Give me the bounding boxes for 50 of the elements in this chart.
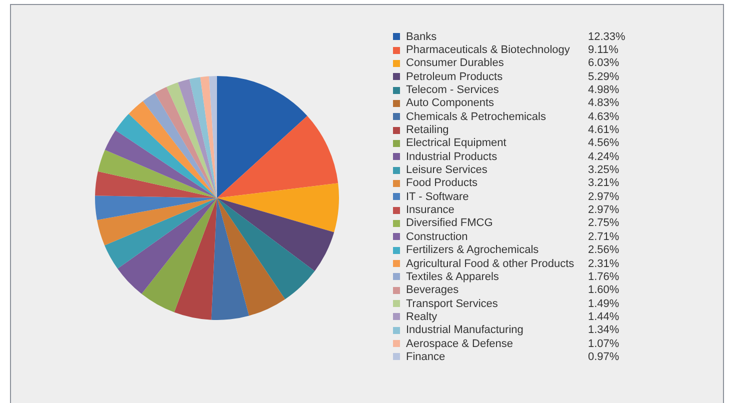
- legend-label: Pharmaceuticals & Biotechnology: [406, 44, 571, 56]
- legend-label: Aerospace & Defense: [406, 338, 514, 350]
- legend-label: Consumer Durables: [406, 57, 505, 70]
- data-label: 6.03%: [588, 57, 620, 70]
- data-label: 2.97%: [588, 190, 620, 203]
- data-label: 4.98%: [588, 84, 620, 96]
- data-label: 4.24%: [588, 150, 620, 163]
- data-label: 4.83%: [588, 97, 620, 110]
- data-label: 9.11%: [588, 44, 618, 56]
- legend-label: Transport Services: [406, 298, 499, 310]
- legend-label: Agricultural Food & other Products: [406, 258, 576, 270]
- data-label: 1.44%: [588, 310, 620, 323]
- legend-label: Diversified FMCG: [406, 217, 494, 230]
- legend-label: Finance: [406, 350, 446, 363]
- legend-label: Auto Components: [406, 97, 496, 110]
- data-label: 12.33%: [588, 30, 626, 43]
- legend-label: Telecom - Services: [406, 84, 500, 96]
- data-label: 1.76%: [588, 270, 620, 283]
- data-label: 2.56%: [588, 244, 620, 256]
- legend-label: Industrial Products: [406, 150, 498, 163]
- legend-label: Leisure Services: [406, 164, 488, 176]
- data-label: 2.97%: [588, 204, 620, 216]
- data-label: 5.29%: [588, 70, 620, 83]
- legend-label: Insurance: [406, 204, 456, 216]
- legend-label: Food Products: [406, 177, 479, 190]
- data-label: 1.60%: [588, 284, 620, 296]
- data-label: 4.63%: [588, 110, 620, 123]
- legend-label: Fertilizers & Agrochemicals: [406, 244, 540, 256]
- legend-label: Retailing: [406, 124, 450, 136]
- legend-label: Realty: [406, 310, 438, 323]
- legend-label: Textiles & Apparels: [406, 270, 500, 283]
- data-label: 2.31%: [588, 258, 620, 270]
- data-label: 1.34%: [588, 324, 620, 336]
- data-label: 3.21%: [588, 177, 620, 190]
- legend-label: Banks: [406, 30, 438, 43]
- data-label: 3.25%: [588, 164, 620, 176]
- legend-label: IT - Software: [406, 190, 470, 203]
- legend-label: Industrial Manufacturing: [406, 324, 524, 336]
- data-label: 0.97%: [588, 350, 620, 363]
- legend-label: Construction: [406, 230, 469, 243]
- data-label: 2.75%: [588, 217, 620, 230]
- data-label: 2.71%: [588, 230, 620, 243]
- data-label: 1.49%: [588, 298, 620, 310]
- legend-label: Electrical Equipment: [406, 137, 508, 150]
- data-label: 4.61%: [588, 124, 620, 136]
- data-label: 4.56%: [588, 137, 620, 150]
- legend-label: Chemicals & Petrochemicals: [406, 110, 547, 123]
- data-label: 1.07%: [588, 338, 620, 350]
- legend-label: Beverages: [406, 284, 460, 296]
- legend-label: Petroleum Products: [406, 70, 504, 83]
